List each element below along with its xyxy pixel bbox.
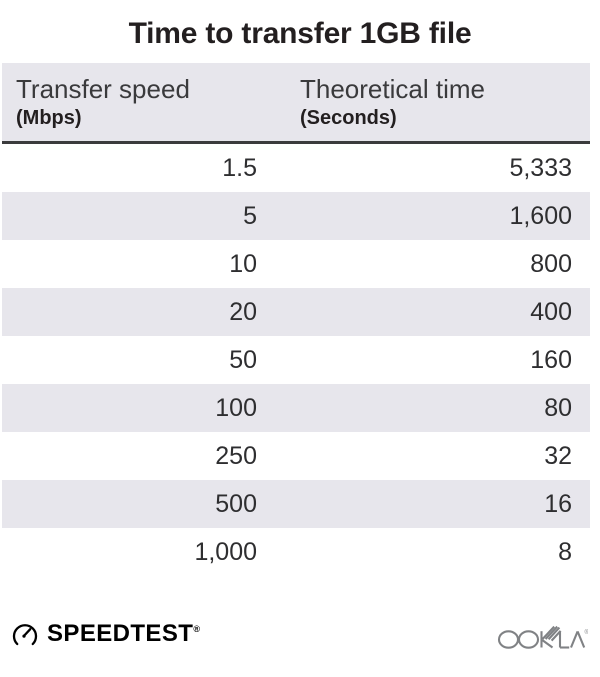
ookla-registered-mark: ® bbox=[585, 629, 589, 636]
table-row: 50 160 bbox=[2, 336, 590, 384]
cell-transfer-speed: 20 bbox=[229, 298, 257, 326]
table-header-row: Transfer speed (Mbps) Theoretical time (… bbox=[2, 63, 590, 141]
table-row: 10 800 bbox=[2, 240, 590, 288]
cell-theoretical-time: 16 bbox=[544, 490, 572, 518]
cell-transfer-speed: 5 bbox=[243, 202, 257, 230]
cell-theoretical-time: 800 bbox=[530, 250, 572, 278]
header-unit-seconds: (Seconds) bbox=[300, 107, 397, 129]
table-row: 500 16 bbox=[2, 480, 590, 528]
cell-theoretical-time: 80 bbox=[544, 394, 572, 422]
cell-transfer-speed: 50 bbox=[229, 346, 257, 374]
cell-transfer-speed: 10 bbox=[229, 250, 257, 278]
table-header-cell-theoretical-time: Theoretical time (Seconds) bbox=[286, 73, 590, 131]
table-row: 5 1,600 bbox=[2, 192, 590, 240]
cell-theoretical-time: 8 bbox=[558, 538, 572, 566]
table-row: 100 80 bbox=[2, 384, 590, 432]
header-label-theoretical-time: Theoretical time bbox=[300, 74, 485, 104]
cell-theoretical-time: 5,333 bbox=[509, 154, 572, 182]
ookla-logo: ® bbox=[496, 621, 588, 651]
speedometer-gauge-icon bbox=[12, 621, 38, 647]
cell-theoretical-time: 32 bbox=[544, 442, 572, 470]
table-header-cell-transfer-speed: Transfer speed (Mbps) bbox=[2, 73, 286, 131]
table-row: 20 400 bbox=[2, 288, 590, 336]
cell-transfer-speed: 100 bbox=[215, 394, 257, 422]
table-row: 1,000 8 bbox=[2, 528, 590, 576]
header-label-transfer-speed: Transfer speed bbox=[16, 74, 190, 104]
transfer-time-table: Transfer speed (Mbps) Theoretical time (… bbox=[0, 63, 600, 576]
table-row: 250 32 bbox=[2, 432, 590, 480]
cell-transfer-speed: 250 bbox=[215, 442, 257, 470]
speedtest-wordmark: SPEEDTEST® bbox=[47, 620, 201, 647]
speedtest-logo: SPEEDTEST® bbox=[12, 621, 200, 647]
cell-theoretical-time: 1,600 bbox=[509, 202, 572, 230]
header-unit-mbps: (Mbps) bbox=[16, 107, 82, 129]
cell-theoretical-time: 160 bbox=[530, 346, 572, 374]
footer: SPEEDTEST® bbox=[0, 605, 600, 677]
page-title: Time to transfer 1GB file bbox=[128, 17, 472, 50]
header-divider bbox=[2, 141, 590, 144]
cell-theoretical-time: 400 bbox=[530, 298, 572, 326]
registered-trademark-icon: ® bbox=[193, 624, 201, 634]
cell-transfer-speed: 1,000 bbox=[194, 538, 257, 566]
table-row: 1.5 5,333 bbox=[2, 144, 590, 192]
cell-transfer-speed: 1.5 bbox=[222, 154, 257, 182]
cell-transfer-speed: 500 bbox=[215, 490, 257, 518]
